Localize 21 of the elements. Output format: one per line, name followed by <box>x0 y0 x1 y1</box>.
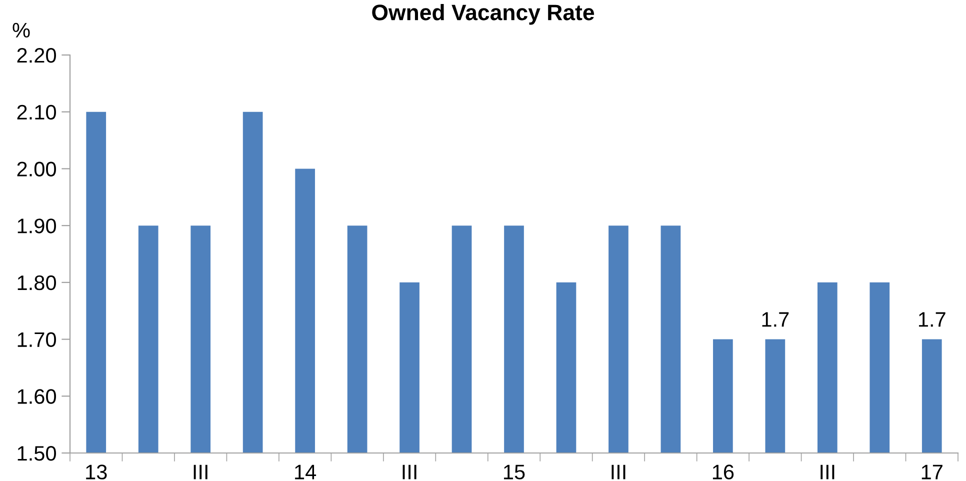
x-tick-label: III <box>820 464 834 480</box>
y-tick-label: 2.10 <box>17 104 56 120</box>
data-label: 1.7 <box>918 312 946 327</box>
x-tick-label: 16 <box>712 464 734 480</box>
x-tick-label: III <box>612 464 626 480</box>
y-tick-label: 1.70 <box>18 332 56 348</box>
y-tick-label: 1.50 <box>18 446 56 461</box>
x-tick-label: 15 <box>504 464 525 480</box>
y-tick-label: 1.60 <box>18 389 56 404</box>
x-tick-label: III <box>194 464 208 480</box>
y-tick-label: 1.80 <box>18 275 56 290</box>
chart-title: Owned Vacancy Rate <box>372 4 594 25</box>
x-tick-label: 13 <box>86 464 107 480</box>
y-tick-label: 2.20 <box>17 48 56 63</box>
x-tick-label: III <box>402 464 416 480</box>
y-tick-label: 1.90 <box>18 218 56 234</box>
data-label: 1.7 <box>762 312 789 327</box>
y-axis-title: % <box>12 22 30 38</box>
x-tick-label: 17 <box>922 464 942 480</box>
x-tick-label: 14 <box>295 464 316 480</box>
y-tick-label: 2.00 <box>17 162 56 176</box>
